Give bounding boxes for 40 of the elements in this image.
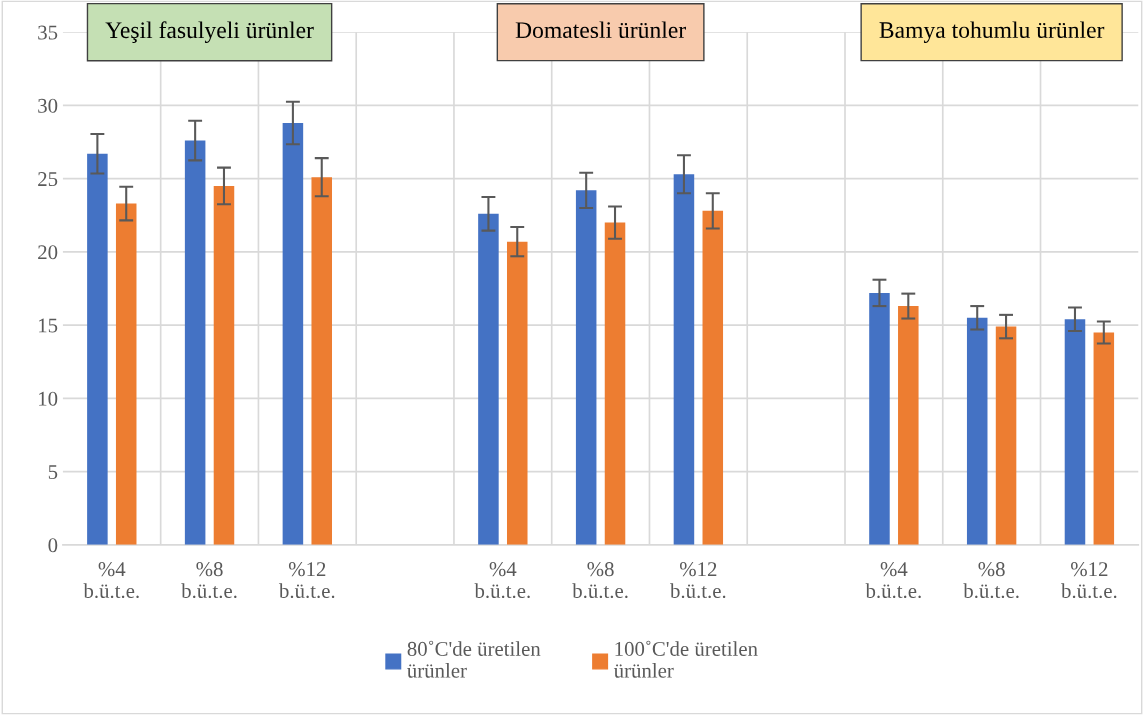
y-tick-label: 10 [39, 391, 58, 406]
x-tick-label: %8 b.ü.t.e. [181, 562, 237, 599]
bar [869, 292, 890, 545]
legend-label: 80˚C'de üretilen ürünler [407, 640, 541, 678]
y-tick-label: 0 [48, 538, 58, 553]
x-tick-label: %12 b.ü.t.e. [1061, 562, 1117, 599]
y-tick-label: 30 [38, 98, 58, 113]
y-tick-label: 35 [38, 25, 58, 40]
bar [898, 306, 919, 545]
annotation: Yeşil fasulyeli ürünler [105, 21, 314, 44]
annotation: Domatesli ürünler [515, 21, 686, 39]
x-tick-label: %8 b.ü.t.e. [963, 562, 1019, 599]
x-tick-label: %12 b.ü.t.e. [278, 562, 335, 599]
x-tick-label: %12 b.ü.t.e. [670, 562, 726, 599]
bar [311, 177, 332, 545]
bar [213, 185, 235, 545]
bar [506, 241, 528, 545]
bar [184, 140, 206, 545]
bar [995, 326, 1017, 545]
bar [966, 317, 988, 545]
x-tick-label: %4 b.ü.t.e. [474, 562, 530, 599]
y-tick-label: 20 [38, 245, 58, 260]
bar [87, 153, 108, 545]
x-tick-label: %4 b.ü.t.e. [83, 562, 139, 599]
bar [604, 222, 626, 545]
y-tick-label: 15 [39, 318, 58, 333]
bar [575, 190, 597, 545]
bar [1064, 319, 1086, 545]
bar [1093, 332, 1115, 545]
annotation: Bamya tohumlu ürünler [879, 21, 1105, 43]
x-tick-label: %8 b.ü.t.e. [572, 562, 628, 599]
bar [282, 122, 304, 545]
bar [702, 210, 724, 545]
legend-label: 100˚C'de üretilen ürünler [613, 640, 758, 678]
y-tick-label: 25 [38, 172, 58, 187]
bar [673, 174, 695, 545]
bar [115, 203, 137, 545]
bar [478, 213, 499, 545]
y-tick-label: 5 [48, 465, 58, 480]
x-tick-label: %4 b.ü.t.e. [865, 562, 921, 599]
